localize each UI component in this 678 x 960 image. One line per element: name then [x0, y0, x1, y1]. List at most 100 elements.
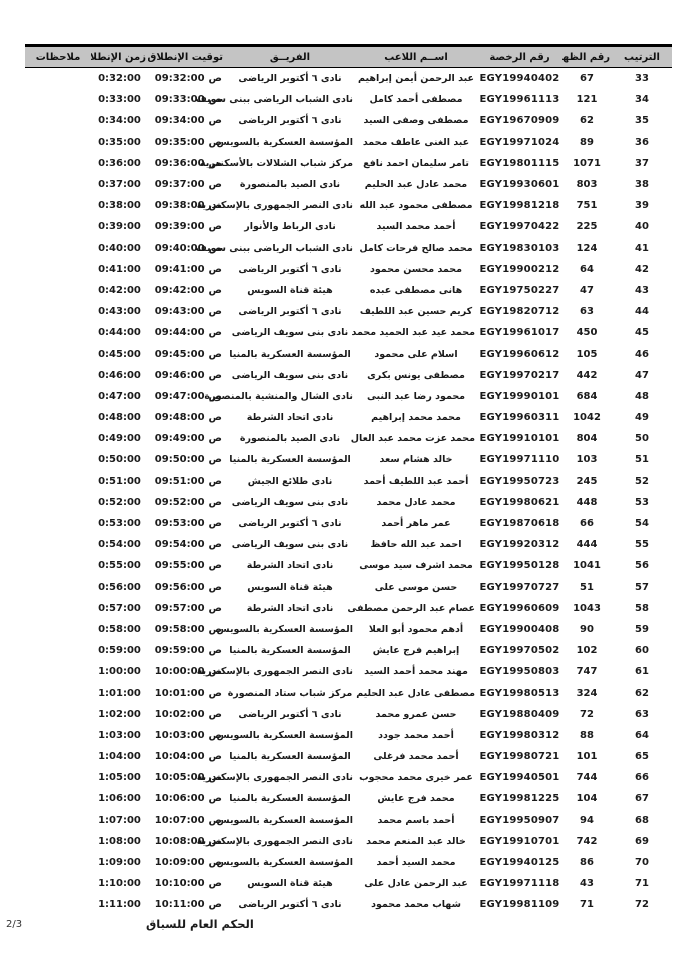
notes-cell [25, 471, 91, 492]
rank-cell: 37 [635, 157, 649, 169]
team-cell: نادى ٦ أكتوبر الرياضى [238, 708, 342, 720]
start-time-value: 09:49:00 [154, 433, 205, 445]
start-cell: 09:55:00 ص [148, 555, 225, 576]
team-cell: مركز شباب ستاد المنصورة [227, 687, 353, 699]
name-cell: خالد عبد المنعم محمد [366, 835, 466, 847]
start-time-value: 10:03:00 [154, 729, 205, 741]
am-marker: ص [208, 751, 222, 763]
elapsed-cell: 1:01:00 [98, 687, 141, 699]
rank-cell: 59 [635, 623, 649, 635]
table-row: 42 64 EGY19900212 محمد محسن محمود نادى ٦ أكت… [25, 259, 672, 280]
license-cell: EGY19910701 [479, 835, 560, 847]
table-row: 33 67 EGY19940402 عبد الرحمن أيمن إبراهيم نا… [25, 68, 672, 90]
table-body: 33 67 EGY19940402 عبد الرحمن أيمن إبراهيم نا… [25, 68, 672, 916]
start-time-value: 09:46:00 [154, 369, 205, 381]
start-cell: 09:36:00 ص [148, 153, 225, 174]
rank-cell: 53 [635, 496, 649, 508]
table-row: 52 245 EGY19950723 أحمد عبد اللطيف أحمد نادى… [25, 471, 672, 492]
team-cell: هيئة قناة السويس [247, 581, 333, 593]
elapsed-cell: 0:35:00 [98, 136, 141, 148]
start-time-value: 10:08:00 [154, 835, 205, 847]
team-cell: المؤسسة العسكرية بالسويس [216, 857, 353, 869]
rank-cell: 55 [635, 539, 649, 551]
table-row: 37 1071 EGY19801115 تامر سليمان احمد نافع مر… [25, 153, 672, 174]
table-row: 54 66 EGY19870618 عمر ماهر أحمد نادى ٦ أكتوب… [25, 513, 672, 534]
header-notes: ملاحظات [25, 44, 91, 68]
start-time-value: 09:34:00 [154, 115, 205, 127]
start-time-value: 09:38:00 [154, 200, 205, 212]
header-start-time: توقيت الإنطلاق [148, 44, 225, 68]
start-cell: 09:34:00 ص [148, 110, 225, 131]
start-cell: 10:05:00 ص [148, 767, 225, 788]
notes-cell [25, 788, 91, 809]
am-marker: ص [208, 369, 222, 381]
start-time-value: 09:53:00 [154, 518, 205, 530]
start-time-value: 10:01:00 [154, 687, 205, 699]
notes-cell [25, 492, 91, 513]
name-cell: محمود رضا عبد النبى [366, 390, 466, 402]
elapsed-cell: 0:59:00 [98, 645, 141, 657]
am-marker: ص [208, 857, 222, 869]
start-cell: 10:03:00 ص [148, 725, 225, 746]
start-time-value: 10:06:00 [154, 793, 205, 805]
start-time-value: 09:33:00 [154, 94, 205, 106]
notes-cell [25, 598, 91, 619]
license-cell: EGY19990101 [479, 390, 560, 402]
bib-cell: 102 [576, 645, 598, 657]
am-marker: ص [208, 263, 222, 275]
header-license-number: رقم الرخصة [477, 44, 562, 68]
notes-cell [25, 810, 91, 831]
start-cell: 09:57:00 ص [148, 598, 225, 619]
bib-cell: 1071 [573, 157, 601, 169]
name-cell: عصام عبد الرحمن مصطفى [347, 602, 475, 614]
license-cell: EGY19961017 [479, 327, 560, 339]
start-cell: 09:33:00 ص [148, 89, 225, 110]
license-cell: EGY19961113 [479, 94, 560, 106]
notes-cell [25, 343, 91, 364]
team-cell: نادى النصر الجمهورى بالإسكندرية [196, 200, 353, 212]
notes-cell [25, 407, 91, 428]
am-marker: ص [208, 242, 222, 254]
name-cell: أحمد عبد اللطيف أحمد [363, 475, 469, 487]
team-cell: هيئة قناة السويس [247, 284, 333, 296]
am-marker: ص [208, 793, 222, 805]
notes-cell [25, 365, 91, 386]
elapsed-cell: 0:42:00 [98, 284, 141, 296]
rank-cell: 65 [635, 751, 649, 763]
notes-cell [25, 280, 91, 301]
start-cell: 09:47:00 ص [148, 386, 225, 407]
elapsed-cell: 0:53:00 [98, 518, 141, 530]
name-cell: خالد هشام سعد [379, 454, 453, 466]
license-cell: EGY19950128 [479, 560, 560, 572]
table-row: 68 94 EGY19950907 أحمد باسم محمد المؤسسة الع… [25, 810, 672, 831]
start-time-value: 09:48:00 [154, 412, 205, 424]
am-marker: ص [208, 687, 222, 699]
rank-cell: 67 [635, 793, 649, 805]
am-marker: ص [208, 221, 222, 233]
team-cell: نادى بنى سويف الرياضى [231, 496, 349, 508]
license-cell: EGY19971024 [479, 136, 560, 148]
license-cell: EGY19880409 [479, 708, 560, 720]
team-cell: نادى ٦ أكتوبر الرياضى [238, 263, 342, 275]
bib-cell: 101 [576, 751, 598, 763]
name-cell: مهند محمد أحمد السيد [364, 666, 468, 678]
am-marker: ص [208, 878, 222, 890]
start-time-value: 09:44:00 [154, 327, 205, 339]
bib-cell: 63 [580, 306, 594, 318]
table-row: 35 62 EGY19670909 مصطفى وصفى السيد نادى ٦ أك… [25, 110, 672, 131]
team-cell: نادى بنى سويف الرياضى [231, 369, 349, 381]
team-cell: نادى ٦ أكتوبر الرياضى [238, 899, 342, 911]
elapsed-cell: 1:08:00 [98, 835, 141, 847]
name-cell: أدهم محمود أبو العلا [368, 623, 464, 635]
am-marker: ص [208, 73, 222, 85]
name-cell: محمد عادل محمد [376, 496, 456, 508]
rank-cell: 46 [635, 348, 649, 360]
am-marker: ص [208, 666, 222, 678]
table-row: 65 101 EGY19980721 أحمد محمد فرغلى المؤسسة ا… [25, 746, 672, 767]
start-cell: 09:53:00 ص [148, 513, 225, 534]
license-cell: EGY19960311 [479, 412, 560, 424]
am-marker: ص [208, 454, 222, 466]
name-cell: أحمد محمد فرغلى [373, 751, 459, 763]
rank-cell: 56 [635, 560, 649, 572]
